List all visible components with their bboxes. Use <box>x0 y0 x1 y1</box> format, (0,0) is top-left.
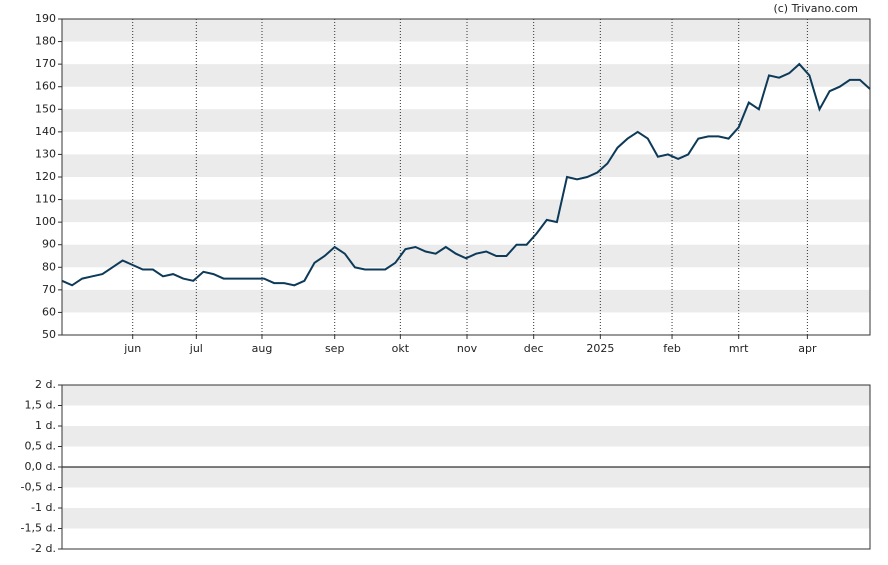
band <box>62 289 870 313</box>
y-tick-label: 0,5 d. <box>25 440 56 453</box>
band <box>62 385 870 406</box>
y-tick-label: 170 <box>35 57 56 70</box>
y-tick-label: 70 <box>42 283 56 296</box>
y-tick-label: 180 <box>35 35 56 48</box>
y-tick-label: -1,5 d. <box>21 522 56 535</box>
x-tick-label: sep <box>325 342 344 355</box>
y-tick-label: 190 <box>35 12 56 25</box>
x-tick-label: mrt <box>729 342 749 355</box>
x-tick-label: apr <box>798 342 817 355</box>
y-tick-label: 160 <box>35 80 56 93</box>
x-tick-label: aug <box>252 342 273 355</box>
band <box>62 467 870 488</box>
plot-frame <box>61 384 871 550</box>
y-tick-label: 60 <box>42 305 56 318</box>
x-tick-label: 2025 <box>586 342 614 355</box>
x-tick-label: nov <box>457 342 478 355</box>
band <box>62 154 870 177</box>
x-tick-label: okt <box>392 342 410 355</box>
y-tick-label: -2 d. <box>31 542 56 555</box>
x-tick-label: jul <box>189 342 203 355</box>
y-tick-label: 90 <box>42 238 56 251</box>
y-tick-label: -0,5 d. <box>21 481 56 494</box>
band <box>62 508 870 529</box>
x-tick-label: dec <box>524 342 544 355</box>
y-tick-label: -1 d. <box>31 501 56 514</box>
price-line <box>61 62 871 287</box>
band <box>62 64 870 87</box>
x-tick-label: feb <box>663 342 681 355</box>
x-tick-label: jun <box>123 342 141 355</box>
band <box>62 244 870 268</box>
band <box>62 109 870 132</box>
y-tick-label: 0,0 d. <box>25 460 56 473</box>
y-tick-label: 150 <box>35 102 56 115</box>
y-tick-label: 50 <box>42 328 56 341</box>
plot-frame <box>61 18 871 336</box>
credit: (c) Trivano.com <box>773 2 858 15</box>
y-tick-label: 120 <box>35 170 56 183</box>
y-tick-label: 140 <box>35 125 56 138</box>
y-tick-label: 130 <box>35 147 56 160</box>
y-tick-label: 110 <box>35 193 56 206</box>
y-tick-label: 1,5 d. <box>25 399 56 412</box>
y-tick-label: 2 d. <box>35 378 56 391</box>
band <box>62 19 870 42</box>
y-tick-label: 100 <box>35 215 56 228</box>
band <box>62 426 870 447</box>
band <box>62 199 870 223</box>
y-tick-label: 1 d. <box>35 419 56 432</box>
y-tick-label: 80 <box>42 260 56 273</box>
